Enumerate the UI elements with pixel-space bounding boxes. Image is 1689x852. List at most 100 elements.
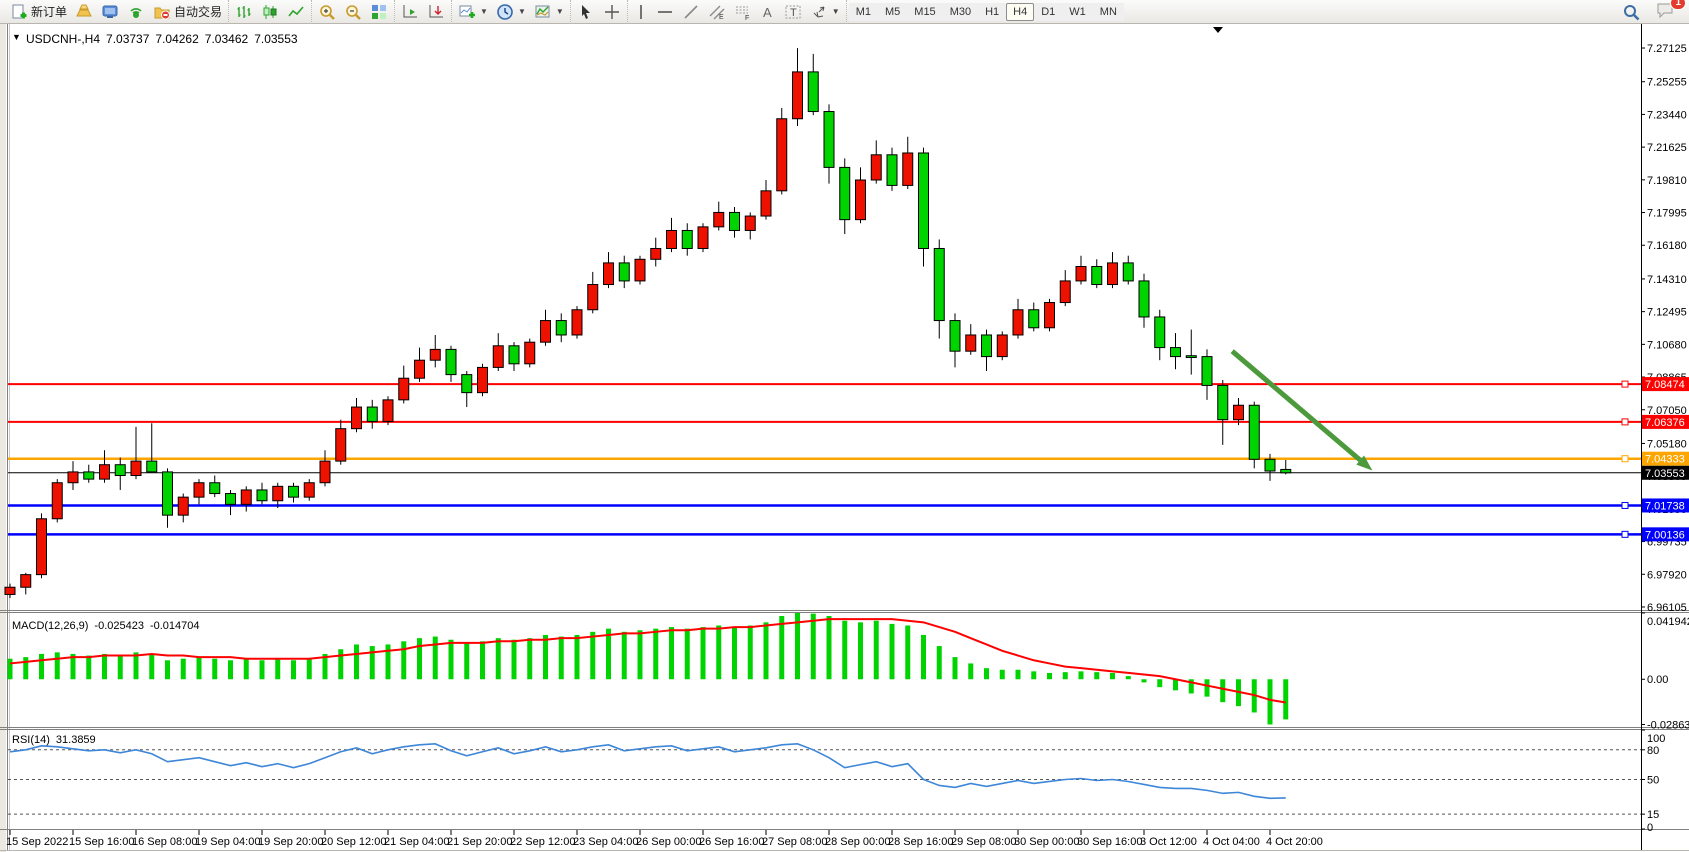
candle-body (303, 482, 315, 498)
candle-body (713, 211, 725, 228)
macd-histogram-bar (795, 613, 800, 680)
price-axis-badge-label: 7.01738 (1645, 500, 1685, 512)
macd-histogram-bar (1141, 679, 1147, 683)
text-button[interactable]: A (756, 2, 780, 22)
candle-body (36, 518, 47, 576)
timeframe-m15[interactable]: M15 (907, 2, 943, 21)
gold-button[interactable] (71, 2, 97, 22)
macd-histogram-bar (574, 634, 580, 680)
macd-histogram-bar (716, 625, 722, 680)
time-axis-label: 29 Sep 08:00 (951, 836, 1016, 848)
shapes-icon (810, 3, 828, 21)
cursor-button[interactable] (573, 2, 599, 22)
macd-axis-label: 0.041942 (1647, 616, 1689, 628)
zoom-out-button[interactable] (340, 2, 366, 22)
new-chart-button[interactable]: ▼ (454, 2, 492, 22)
candle-body (697, 226, 709, 249)
price-axis-label: 7.19810 (1647, 175, 1687, 187)
macd-histogram-bar (354, 644, 359, 680)
rsi-axis-label: 100 (1647, 733, 1665, 745)
price-axis-badge (1642, 465, 1689, 480)
horizontal-line-icon (656, 3, 674, 21)
chart-title: USDCNH-,H4 7.03737 7.04262 7.03462 7.03553 (26, 32, 298, 46)
price-axis-badge (1642, 451, 1689, 466)
fibonacci-button[interactable]: F (730, 2, 756, 22)
timeframe-h1[interactable]: H1 (978, 2, 1007, 21)
ohlc-close: 7.03553 (254, 32, 298, 46)
macd-histogram-bar (1188, 679, 1194, 694)
terminal-icon (101, 3, 119, 21)
new-chart-icon (458, 3, 476, 21)
macd-histogram-bar (1062, 672, 1068, 680)
candle-body (193, 482, 205, 498)
macd-histogram-bar (180, 658, 186, 680)
timeframe-m30[interactable]: M30 (942, 2, 979, 21)
period-clock-button[interactable]: ▼ (492, 2, 530, 22)
hline-handle (1621, 455, 1629, 463)
price-axis-label: 6.97920 (1647, 569, 1687, 581)
price-axis-badge (1642, 414, 1689, 429)
crosshair-button[interactable] (599, 2, 625, 22)
price-axis-badge-label: 7.00136 (1645, 529, 1685, 541)
price-chart[interactable]: 7.27125 7.25255 7.23440 7.21625 7.19810 7.179… (0, 24, 1689, 852)
macd-histogram-bar (700, 627, 706, 680)
time-axis-label: 15 Sep 2022 (6, 836, 68, 848)
candle-body (1248, 404, 1260, 460)
candle-body (240, 489, 252, 505)
bar-chart-button[interactable] (231, 2, 257, 22)
macd-histogram-bar (952, 657, 958, 680)
macd-histogram-bar (7, 658, 13, 680)
candle-body (114, 464, 126, 477)
collapse-arrow-icon[interactable]: ▼ (12, 32, 21, 42)
timeframe-mn[interactable]: MN (1092, 2, 1124, 21)
new-order-button[interactable]: 新订单 (6, 2, 71, 22)
candle-body (1059, 280, 1071, 304)
new-chart-dropdown-arrow: ▼ (480, 7, 488, 16)
candle-body (949, 320, 961, 352)
terminal-button[interactable] (97, 2, 123, 22)
candle-body (319, 460, 331, 484)
timeframe-m5[interactable]: M5 (878, 2, 908, 21)
candlestick-button[interactable] (257, 2, 283, 22)
autotrading-button[interactable]: 自动交易 (149, 2, 226, 22)
chart-shift-marker (1213, 27, 1223, 33)
line-chart-icon (287, 3, 305, 21)
trendline-button[interactable] (678, 2, 704, 22)
vertical-line-button[interactable] (630, 2, 652, 22)
line-chart-button[interactable] (283, 2, 309, 22)
time-axis-label: 28 Sep 16:00 (888, 836, 953, 848)
search-button[interactable] (1618, 2, 1644, 22)
gold-icon (75, 3, 93, 21)
channel-button[interactable]: E (704, 2, 730, 22)
candle-body (1107, 262, 1118, 286)
svg-text:E: E (719, 14, 724, 21)
indicators-button[interactable]: ▼ (530, 2, 568, 22)
candle-body (839, 166, 851, 221)
timeframe-h4[interactable]: H4 (1006, 2, 1035, 21)
zoom-in-button[interactable] (314, 2, 340, 22)
signals-button[interactable] (123, 2, 149, 22)
chart-shift-button[interactable] (423, 2, 449, 22)
price-axis-badge-label: 7.08474 (1645, 379, 1685, 391)
tile-windows-button[interactable] (366, 2, 392, 22)
macd-histogram-bar (39, 653, 44, 680)
timeframe-m1[interactable]: M1 (848, 2, 878, 21)
candle-body (933, 247, 945, 322)
candle-body (760, 190, 772, 217)
price-axis-label: 7.23440 (1647, 109, 1687, 121)
candle-body (492, 345, 504, 368)
candle-body (272, 485, 284, 502)
text-label-button[interactable]: T (780, 2, 806, 22)
macd-histogram-bar (401, 641, 407, 680)
auto-scroll-button[interactable] (397, 2, 423, 22)
macd-histogram-bar (1267, 679, 1273, 725)
timeframe-d1[interactable]: D1 (1034, 2, 1063, 21)
time-axis-label: 26 Sep 00:00 (636, 836, 701, 848)
macd-histogram-bar (1220, 679, 1226, 703)
macd-histogram-bar (464, 642, 470, 680)
horizontal-line-button[interactable] (652, 2, 678, 22)
timeframe-w1[interactable]: W1 (1062, 2, 1093, 21)
candle-body (792, 71, 803, 120)
macd-histogram-bar (480, 641, 485, 680)
shapes-button[interactable]: ▼ (806, 2, 844, 22)
